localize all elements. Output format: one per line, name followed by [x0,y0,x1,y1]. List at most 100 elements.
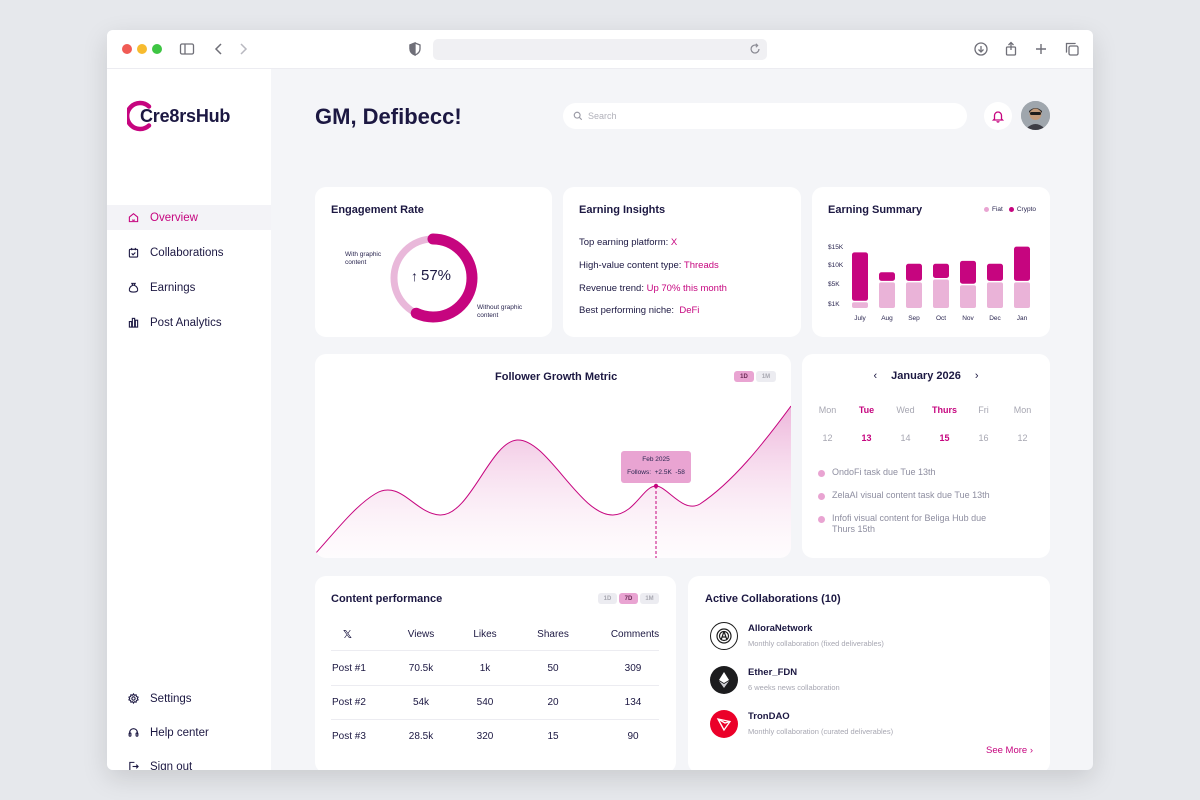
earning-summary-card: Earning Summary Fiat Crypto $15K $10K $5K $… [812,187,1050,337]
shares-value: 50 [547,663,559,674]
main-content: GM, Defibecc! Engagement Rate ↑ 57% With… [271,69,1093,770]
insight-label: High-value content type: [579,260,682,271]
range-1d-button[interactable]: 1D [598,593,617,604]
bar-fiat[interactable] [960,285,976,308]
bar-crypto[interactable] [933,263,949,278]
range-7d-button[interactable]: 7D [619,593,638,604]
address-bar[interactable] [433,39,767,60]
close-window-button[interactable] [122,44,132,54]
tron-logo-icon [710,710,738,738]
bar-fiat[interactable] [1014,282,1030,308]
privacy-shield-icon[interactable] [407,41,423,57]
day-number[interactable]: 12 [1017,433,1028,443]
calendar-next-button[interactable]: › [974,370,979,382]
allora-logo-icon [710,622,738,650]
bar-crypto[interactable] [987,263,1003,281]
calendar-event[interactable]: OndoFi task due Tue 13th [832,467,936,477]
range-1m-button[interactable]: 1M [756,371,776,382]
earning-insights-card: Earning Insights Top earning platform: X… [563,187,801,337]
bar-crypto[interactable] [906,263,922,281]
day-name: Fri [978,405,989,415]
calendar-prev-button[interactable]: ‹ [873,370,878,382]
card-title: Content performance [331,593,443,605]
download-icon[interactable] [973,41,989,57]
card-title: Follower Growth Metric [495,371,618,383]
minimize-window-button[interactable] [137,44,147,54]
new-tab-icon[interactable] [1033,41,1049,57]
tooltip-up: +2.5K [654,469,672,476]
share-icon[interactable] [1003,41,1019,57]
post-name: Post #3 [332,731,366,742]
collab-name[interactable]: TronDAO [748,711,790,722]
day-number[interactable]: 16 [978,433,989,443]
sidebar-item-overview[interactable]: Overview [107,205,271,230]
bar-crypto[interactable] [1014,246,1030,281]
insight-label: Best performing niche: [579,305,675,316]
likes-value: 320 [476,731,494,742]
day-number[interactable]: 13 [861,433,872,443]
tooltip-follows: Follows: +2.5K -58 [621,469,691,476]
sidebar-item-label: Collaborations [150,246,224,259]
bar-fiat[interactable] [987,282,1003,308]
bar-crypto[interactable] [852,252,868,301]
y-tick-label: $15K [828,244,844,251]
x-platform-icon: 𝕏 [343,629,352,641]
day-number[interactable]: 14 [900,433,911,443]
bar-fiat[interactable] [933,279,949,309]
engagement-value: ↑ 57% [411,267,455,284]
search-box[interactable] [563,103,967,129]
range-1d-button[interactable]: 1D [734,371,754,382]
likes-value: 540 [476,697,494,708]
brand-mark-icon [127,100,152,132]
calendar-check-icon [128,247,139,258]
calendar-event[interactable]: Infofi visual content for Beliga Hub due… [832,513,987,534]
day-number[interactable]: 15 [939,433,950,443]
engagement-rate-card: Engagement Rate ↑ 57% With graphic conte… [315,187,552,337]
arrow-up-icon: ↑ [411,267,418,284]
range-1m-button[interactable]: 1M [640,593,659,604]
bell-icon [991,111,1005,123]
content-performance-card: Content performance 1D 7D 1M 𝕏 Views Lik… [315,576,676,770]
brand-name: Cre8rsHub [140,106,231,126]
views-value: 54k [412,697,430,708]
collab-description: 6 weeks news collaboration [748,683,840,692]
bar-fiat[interactable] [879,282,895,308]
sidebar-item-collaborations[interactable]: Collaborations [107,240,271,265]
notifications-button[interactable] [984,102,1012,130]
bar-crypto[interactable] [879,272,895,281]
label-with-graphic: With graphic content [345,251,382,266]
views-value: 70.5k [408,663,434,674]
sidebar-toggle-icon[interactable] [179,41,195,57]
sidebar-item-label: Post Analytics [150,316,222,329]
follower-point[interactable] [653,483,659,489]
headset-icon [128,727,139,738]
sidebar-item-sign-out[interactable]: Sign out [107,754,271,770]
reload-icon[interactable] [748,42,762,56]
sidebar-item-post-analytics[interactable]: Post Analytics [107,310,271,335]
see-more-link[interactable]: See More › [986,745,1033,756]
day-name: Thurs [931,405,957,415]
bar-fiat[interactable] [852,302,868,308]
collab-name[interactable]: AlloraNetwork [748,623,813,634]
maximize-window-button[interactable] [152,44,162,54]
post-name: Post #2 [332,697,366,708]
back-icon[interactable] [211,41,227,57]
sidebar-item-help-center[interactable]: Help center [107,720,271,745]
tab-overview-icon[interactable] [1064,41,1080,57]
bar-fiat[interactable] [906,282,922,308]
follower-growth-chart [315,405,791,558]
tooltip-date: Feb 2025 [642,456,670,463]
forward-icon[interactable] [235,41,251,57]
avatar[interactable] [1021,101,1050,130]
bar-crypto[interactable] [960,260,976,284]
sidebar-item-settings[interactable]: Settings [107,686,271,711]
legend-crypto-label: Crypto [1016,206,1036,213]
sidebar-item-earnings[interactable]: Earnings [107,275,271,300]
calendar-day-names: Mon Tue Wed Thurs Fri Mon [808,405,1042,415]
event-dot [818,493,825,500]
insight-value: X [670,237,678,248]
collab-name[interactable]: Ether_FDN [748,667,798,678]
day-number[interactable]: 12 [822,433,833,443]
calendar-event[interactable]: ZelaAI visual content task due Tue 13th [832,490,990,500]
search-input[interactable] [588,111,888,121]
